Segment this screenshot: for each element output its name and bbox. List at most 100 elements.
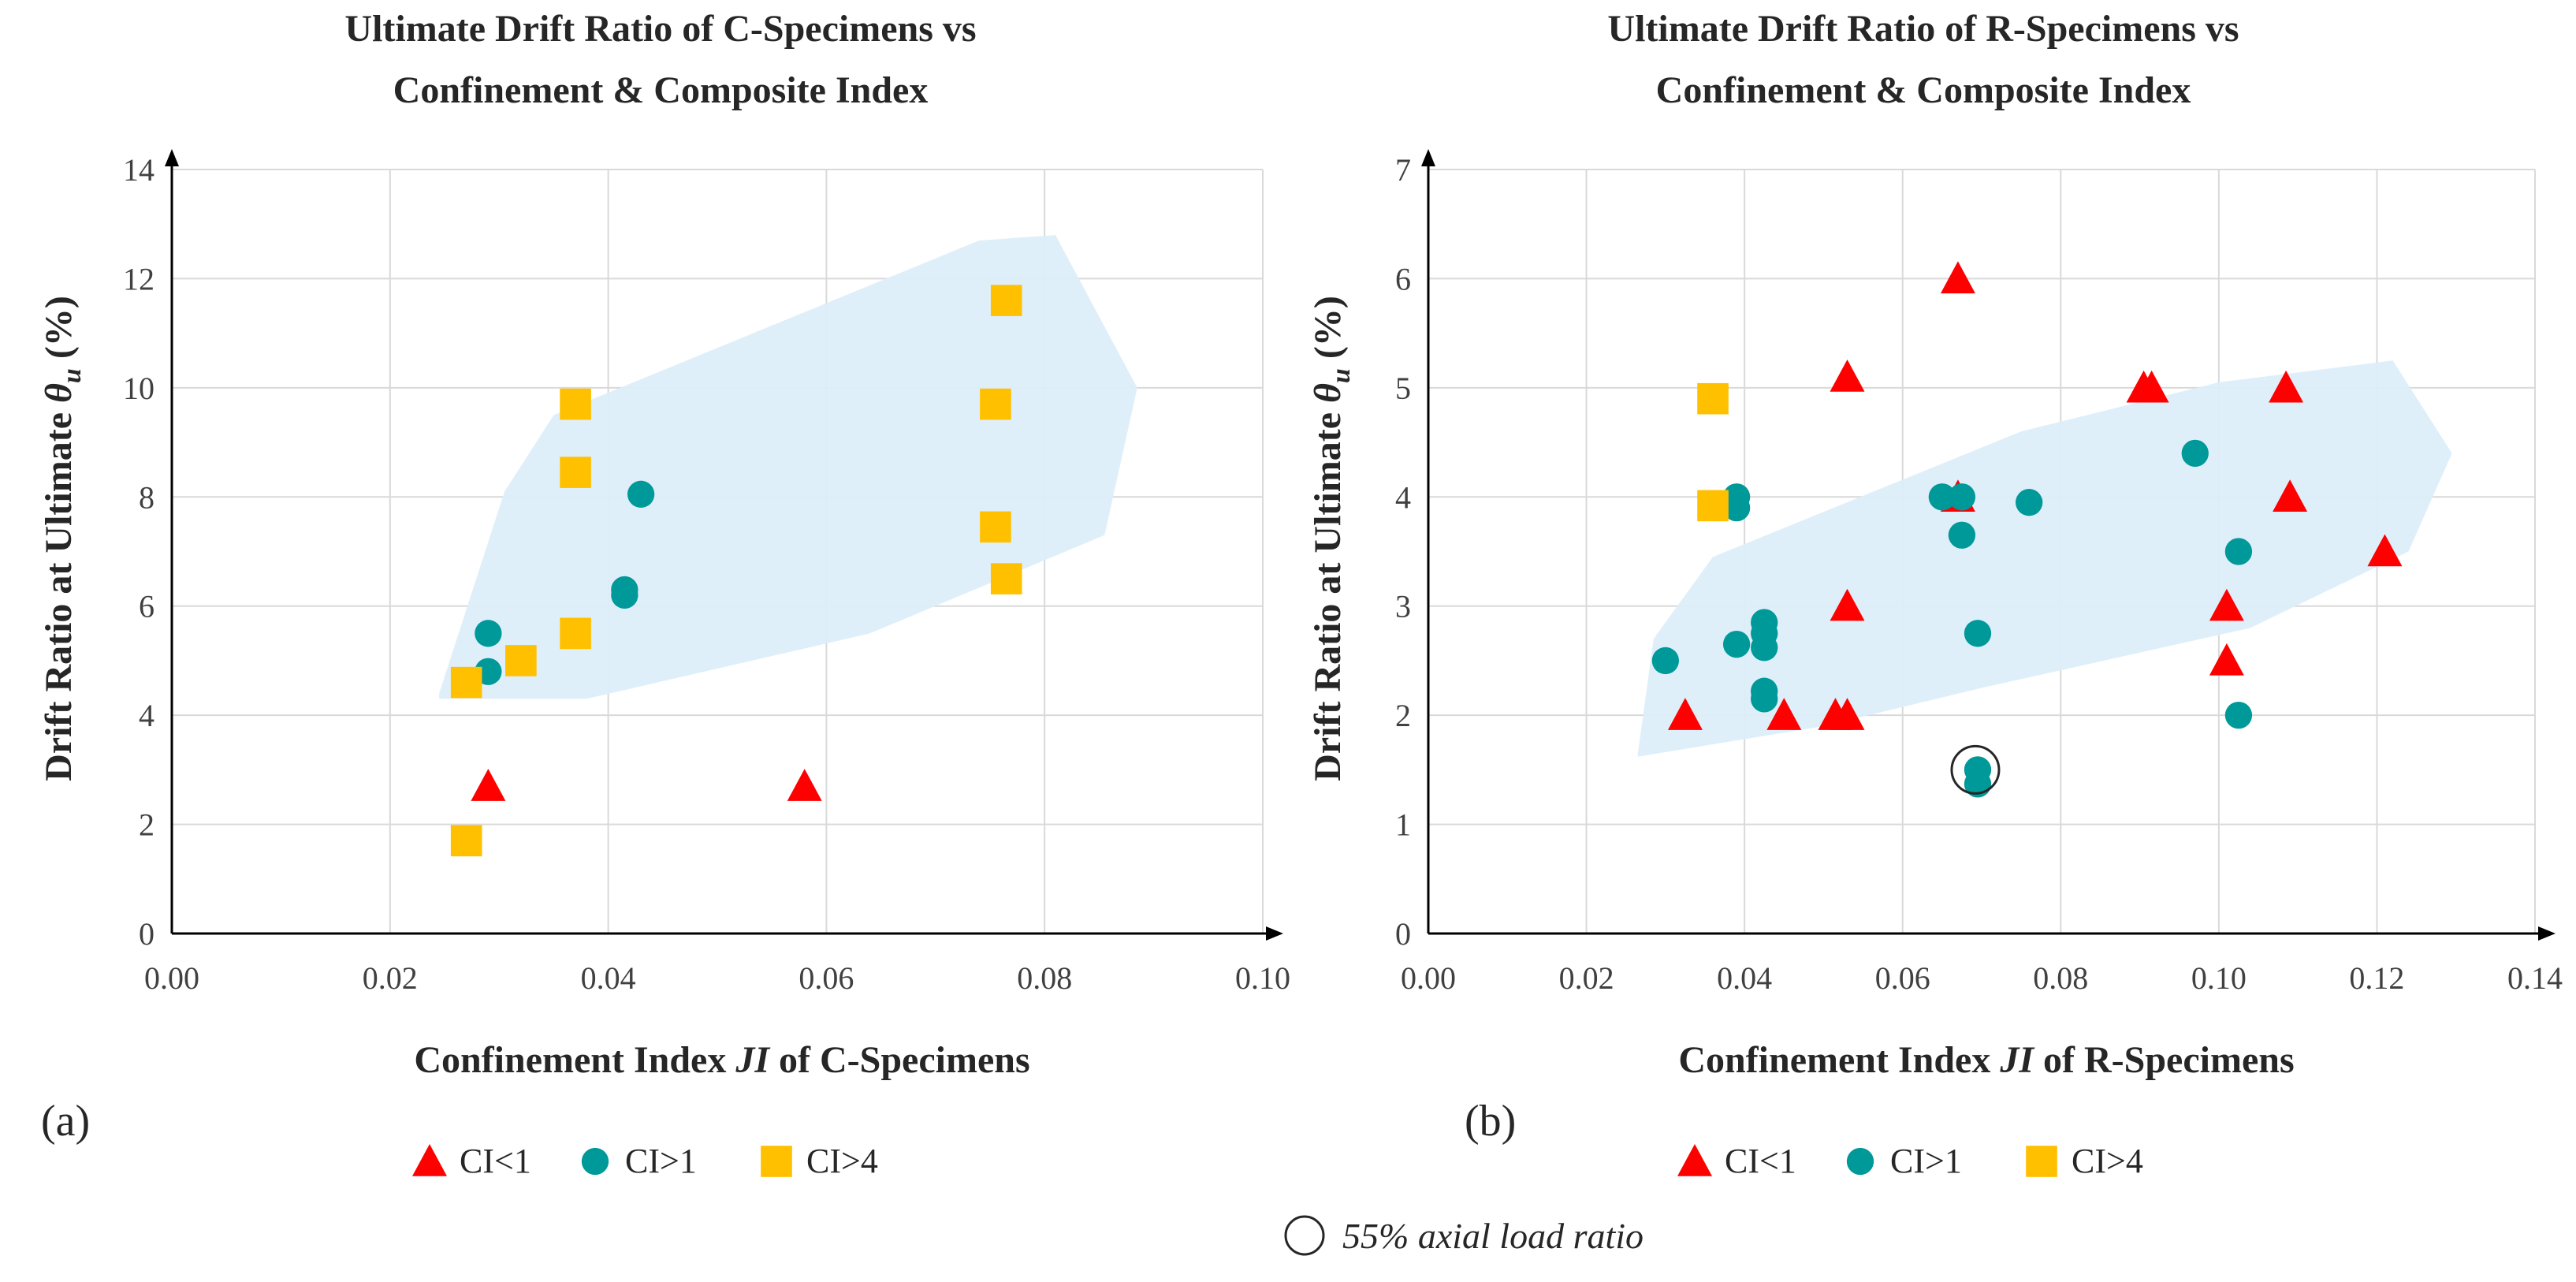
chart-b-legend-square-icon xyxy=(2026,1146,2057,1177)
chart-b-y-tick-label: 7 xyxy=(1395,152,1411,188)
chart-b-y-tick-label: 5 xyxy=(1395,371,1411,406)
chart-b-x-tick-label: 0.00 xyxy=(1401,960,1456,996)
chart-b-point-circle xyxy=(1722,494,1751,522)
chart-b-y-tick-label: 4 xyxy=(1395,479,1411,515)
chart-b-point-triangle xyxy=(2269,370,2304,403)
chart-b-point-circle xyxy=(2224,538,2253,565)
chart-a-point-square xyxy=(980,388,1011,420)
chart-a-x-tick-label: 0.06 xyxy=(798,960,854,996)
chart-b-point-triangle xyxy=(1940,261,1975,294)
chart-a-point-triangle xyxy=(471,769,506,801)
chart-b-point-circle xyxy=(2224,701,2253,729)
chart-b-point-circle xyxy=(1751,634,1778,661)
chart-b-legend-triangle-icon xyxy=(1677,1144,1712,1176)
chart-a-legend-label: CI>4 xyxy=(806,1142,878,1180)
chart-a-y-tick-label: 0 xyxy=(139,916,154,952)
chart-b-y-tick-labels: 0 1 2 3 4 5 6 7 xyxy=(1395,152,1411,952)
chart-a-point-square xyxy=(450,825,482,857)
chart-b-x-tick-label: 0.02 xyxy=(1559,960,1614,996)
chart-b-y-tick-label: 0 xyxy=(1395,916,1411,952)
chart-b-legend-label: CI>4 xyxy=(2072,1142,2143,1180)
chart-a-y-axis-arrow xyxy=(165,149,179,166)
chart-a-y-tick-label: 12 xyxy=(123,261,154,296)
chart-a-y-tick-label: 2 xyxy=(139,807,154,843)
chart-b-point-triangle xyxy=(2273,479,2308,512)
chart-b-point-triangle xyxy=(2209,643,2244,676)
chart-b-point-triangle xyxy=(2134,370,2169,403)
chart-b-x-axis-label: Confinement Index JI of R-Specimens xyxy=(1678,1039,2294,1081)
axial-load-annotation-circle xyxy=(1950,744,2001,795)
chart-a-point-square xyxy=(990,563,1022,594)
chart-b-point-circle xyxy=(1722,631,1751,658)
chart-b-legend-label: CI>1 xyxy=(1890,1142,1962,1180)
chart-b-y-tick-label: 2 xyxy=(1395,698,1411,733)
chart-a-point-circle xyxy=(475,620,502,647)
chart-a-data-points xyxy=(450,285,1022,857)
chart-a-point-triangle xyxy=(787,769,822,801)
chart-b-point-square xyxy=(1697,382,1729,415)
chart-b-legend-label: CI<1 xyxy=(1725,1142,1796,1180)
chart-b-point-circle xyxy=(1651,647,1680,675)
chart-a-title-line-1: Ultimate Drift Ratio of C-Specimens vs xyxy=(344,8,976,50)
chart-b-shaded-region xyxy=(1637,360,2452,757)
chart-a-point-square xyxy=(560,388,591,420)
panel-a-tag: (a) xyxy=(41,1097,90,1146)
chart-a-legend-label: CI>1 xyxy=(625,1142,697,1180)
chart-a-x-tick-labels: 0.00 0.02 0.04 0.06 0.08 0.10 xyxy=(144,960,1290,996)
chart-b-axes xyxy=(1421,149,2556,941)
panel-a: Ultimate Drift Ratio of C-Specimens vs C… xyxy=(38,8,1290,1180)
chart-a-title-line-2: Confinement & Composite Index xyxy=(393,69,929,111)
chart-b-point-circle xyxy=(1928,483,1956,511)
chart-b-x-tick-labels: 0.00 0.02 0.04 0.06 0.08 0.10 0.12 0.14 xyxy=(1401,960,2563,996)
chart-a-shaded-region xyxy=(439,235,1137,699)
chart-a-point-square xyxy=(560,617,591,650)
chart-b-point-triangle xyxy=(1830,588,1865,621)
chart-b-trend-region xyxy=(1637,360,2452,757)
chart-b-legend: CI<1 CI>1 CI>4 xyxy=(1677,1142,2143,1180)
chart-a-y-tick-label: 14 xyxy=(123,152,154,188)
chart-a-y-axis-label: Drift Ratio at Ultimate θu (%) xyxy=(38,296,87,781)
note-text: 55% axial load ratio xyxy=(1342,1216,1644,1256)
chart-a-legend-circle-icon xyxy=(581,1147,609,1176)
chart-b-point-circle xyxy=(2016,489,2043,516)
chart-a-y-tick-labels: 0 2 4 6 8 10 12 14 xyxy=(123,152,154,952)
chart-b-point-square xyxy=(1697,490,1729,522)
chart-a-legend: CI<1 CI>1 CI>4 xyxy=(412,1142,878,1180)
chart-b-point-triangle xyxy=(2209,588,2244,621)
chart-a-point-square xyxy=(980,511,1011,543)
chart-a-x-axis-arrow xyxy=(1266,926,1283,941)
chart-a-x-tick-label: 0.04 xyxy=(581,960,636,996)
chart-b-y-tick-label: 6 xyxy=(1395,261,1411,296)
chart-b-point-triangle xyxy=(1830,360,1865,392)
chart-b-x-tick-label: 0.04 xyxy=(1717,960,1772,996)
chart-a-y-tick-label: 4 xyxy=(139,698,154,733)
chart-a-y-tick-label: 8 xyxy=(139,479,154,515)
chart-b-point-circle xyxy=(1964,620,1992,647)
chart-a-point-square xyxy=(560,457,591,488)
chart-b-x-axis-arrow xyxy=(2538,926,2556,941)
chart-b-point-triangle xyxy=(1830,698,1865,730)
chart-a-x-tick-label: 0.08 xyxy=(1017,960,1072,996)
chart-b-y-axis-label: Drift Ratio at Ultimate θu (%) xyxy=(1307,296,1356,781)
axial-load-note: 55% axial load ratio xyxy=(1284,1215,1644,1256)
chart-b-y-tick-label: 3 xyxy=(1395,589,1411,624)
chart-a-trend-region xyxy=(439,235,1137,699)
chart-a-x-tick-label: 0.02 xyxy=(363,960,418,996)
chart-b-x-tick-label: 0.14 xyxy=(2507,960,2563,996)
chart-a-y-tick-label: 6 xyxy=(139,589,154,624)
chart-b-x-tick-label: 0.06 xyxy=(1875,960,1930,996)
chart-b-point-triangle xyxy=(1766,698,1802,730)
chart-b-legend-circle-icon xyxy=(1846,1147,1874,1176)
chart-b-point-circle xyxy=(1751,685,1778,713)
chart-a-legend-triangle-icon xyxy=(412,1144,447,1176)
chart-a-y-tick-label: 10 xyxy=(123,371,154,406)
chart-a-point-square xyxy=(990,285,1022,316)
note-circle-icon xyxy=(1284,1215,1325,1256)
chart-a-point-square xyxy=(450,666,482,699)
chart-b-title-line-2: Confinement & Composite Index xyxy=(1656,69,2191,111)
chart-b-y-tick-label: 1 xyxy=(1395,807,1411,843)
panel-b-tag: (b) xyxy=(1465,1097,1516,1146)
chart-b-x-tick-label: 0.12 xyxy=(2349,960,2404,996)
chart-a-x-axis-label: Confinement Index JI of C-Specimens xyxy=(414,1039,1029,1081)
